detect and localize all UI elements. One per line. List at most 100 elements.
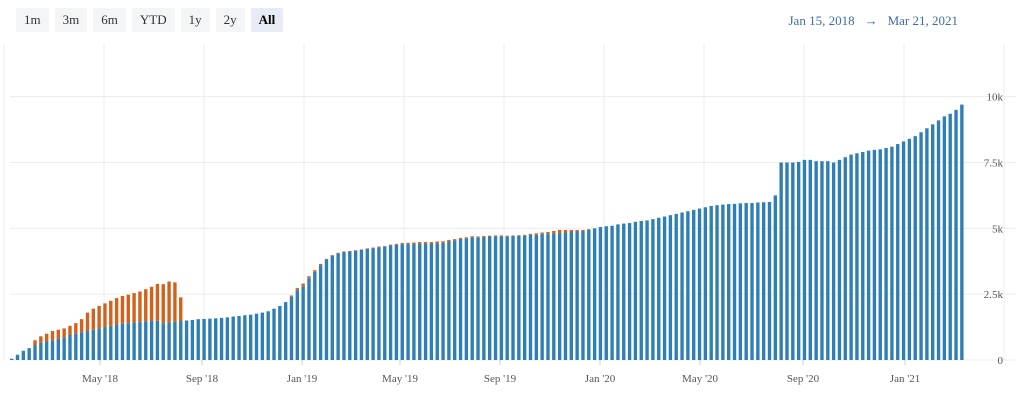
bar-segment-orange[interactable] xyxy=(557,229,562,234)
bar-segment-orange[interactable] xyxy=(388,244,393,246)
bar-segment-blue[interactable] xyxy=(470,237,474,360)
bar-segment-orange[interactable] xyxy=(441,241,445,243)
bar-segment-blue[interactable] xyxy=(97,328,101,360)
bar-segment-blue[interactable] xyxy=(418,243,422,360)
bar-segment-blue[interactable] xyxy=(814,161,818,360)
range-1m-button[interactable]: 1m xyxy=(16,8,49,32)
bar-segment-blue[interactable] xyxy=(592,228,597,360)
bar-segment-blue[interactable] xyxy=(779,162,783,361)
bar-segment-blue[interactable] xyxy=(301,286,305,360)
bar-segment-orange[interactable] xyxy=(418,242,422,244)
bar-segment-orange[interactable] xyxy=(62,328,66,338)
bar-segment-orange[interactable] xyxy=(161,284,165,324)
bar-segment-blue[interactable] xyxy=(278,306,282,360)
bar-segment-blue[interactable] xyxy=(901,141,906,360)
bar-segment-blue[interactable] xyxy=(575,231,579,360)
bar-segment-blue[interactable] xyxy=(773,195,778,360)
bar-segment-blue[interactable] xyxy=(960,104,964,360)
bar-segment-blue[interactable] xyxy=(831,162,836,361)
bar-segment-blue[interactable] xyxy=(295,290,300,360)
bar-segment-blue[interactable] xyxy=(447,241,451,361)
bar-segment-orange[interactable] xyxy=(330,255,334,256)
bar-segment-blue[interactable] xyxy=(721,204,725,360)
bar-segment-blue[interactable] xyxy=(686,211,690,360)
range-3m-button[interactable]: 3m xyxy=(54,8,88,32)
bar-segment-blue[interactable] xyxy=(231,316,235,360)
bar-segment-blue[interactable] xyxy=(872,149,877,360)
bar-segment-orange[interactable] xyxy=(581,229,585,231)
bar-segment-blue[interactable] xyxy=(942,116,947,360)
bar-segment-orange[interactable] xyxy=(307,276,311,279)
bar-segment-blue[interactable] xyxy=(330,255,334,360)
bar-segment-orange[interactable] xyxy=(534,233,539,235)
bar-segment-blue[interactable] xyxy=(371,248,375,360)
bar-segment-blue[interactable] xyxy=(703,207,708,360)
bar-segment-blue[interactable] xyxy=(132,322,136,360)
bar-segment-orange[interactable] xyxy=(79,319,84,333)
bar-segment-blue[interactable] xyxy=(581,230,585,360)
bar-segment-blue[interactable] xyxy=(155,320,160,360)
bar-segment-blue[interactable] xyxy=(126,323,130,360)
bar-segment-blue[interactable] xyxy=(435,243,439,360)
bar-segment-blue[interactable] xyxy=(109,325,113,360)
bar-segment-orange[interactable] xyxy=(126,294,130,324)
bar-segment-blue[interactable] xyxy=(738,203,743,360)
bar-segment-orange[interactable] xyxy=(301,283,305,287)
bar-segment-blue[interactable] xyxy=(569,232,573,360)
bar-segment-orange[interactable] xyxy=(114,298,119,325)
bar-segment-blue[interactable] xyxy=(843,157,847,360)
bar-segment-blue[interactable] xyxy=(680,212,684,360)
bar-segment-orange[interactable] xyxy=(167,281,171,323)
bar-segment-orange[interactable] xyxy=(342,251,346,253)
bar-segment-blue[interactable] xyxy=(919,132,923,360)
bar-segment-blue[interactable] xyxy=(458,238,463,360)
bar-segment-blue[interactable] xyxy=(657,217,661,360)
bar-segment-blue[interactable] xyxy=(219,317,224,360)
bar-segment-blue[interactable] xyxy=(33,345,37,360)
bar-segment-blue[interactable] xyxy=(313,271,317,360)
bar-segment-blue[interactable] xyxy=(208,318,212,360)
bar-segment-blue[interactable] xyxy=(936,120,941,361)
bar-segment-blue[interactable] xyxy=(709,205,713,360)
bar-segment-orange[interactable] xyxy=(563,229,568,233)
bar-segment-orange[interactable] xyxy=(546,232,550,235)
bar-segment-blue[interactable] xyxy=(167,322,171,360)
bar-segment-blue[interactable] xyxy=(114,324,119,360)
range-2y-button[interactable]: 2y xyxy=(215,8,245,32)
bar-segment-blue[interactable] xyxy=(598,227,603,360)
bar-segment-orange[interactable] xyxy=(569,229,573,233)
bar-segment-blue[interactable] xyxy=(528,234,533,360)
bar-segment-blue[interactable] xyxy=(406,244,410,360)
bar-segment-orange[interactable] xyxy=(324,258,329,260)
bar-segment-blue[interactable] xyxy=(161,323,165,360)
bar-segment-orange[interactable] xyxy=(499,235,504,237)
bar-segment-blue[interactable] xyxy=(954,109,958,360)
bar-segment-blue[interactable] xyxy=(429,243,434,360)
bar-segment-orange[interactable] xyxy=(97,306,101,329)
bar-segment-orange[interactable] xyxy=(429,242,434,244)
bar-segment-blue[interactable] xyxy=(756,202,760,360)
bar-segment-blue[interactable] xyxy=(441,242,445,360)
date-range-to[interactable]: Mar 21, 2021 xyxy=(887,13,958,28)
bar-segment-blue[interactable] xyxy=(604,226,608,360)
bar-segment-orange[interactable] xyxy=(155,283,160,321)
bar-segment-blue[interactable] xyxy=(348,251,352,360)
bar-segment-orange[interactable] xyxy=(50,331,55,341)
bar-segment-orange[interactable] xyxy=(313,270,317,272)
bar-segment-orange[interactable] xyxy=(552,230,556,234)
bar-segment-blue[interactable] xyxy=(289,296,294,360)
bar-segment-blue[interactable] xyxy=(383,246,387,360)
bar-segment-blue[interactable] xyxy=(324,259,329,360)
bar-segment-blue[interactable] xyxy=(715,205,719,360)
bar-segment-blue[interactable] xyxy=(476,237,480,360)
bar-segment-blue[interactable] xyxy=(540,234,544,360)
bar-segment-blue[interactable] xyxy=(633,221,638,360)
bar-segment-blue[interactable] xyxy=(103,327,107,360)
bar-segment-blue[interactable] xyxy=(173,321,177,360)
bar-segment-blue[interactable] xyxy=(826,161,830,360)
bar-segment-orange[interactable] xyxy=(120,296,125,324)
bar-segment-blue[interactable] xyxy=(50,340,55,360)
bar-segment-blue[interactable] xyxy=(546,234,550,360)
bar-segment-orange[interactable] xyxy=(33,340,37,346)
bar-segment-orange[interactable] xyxy=(464,237,469,239)
